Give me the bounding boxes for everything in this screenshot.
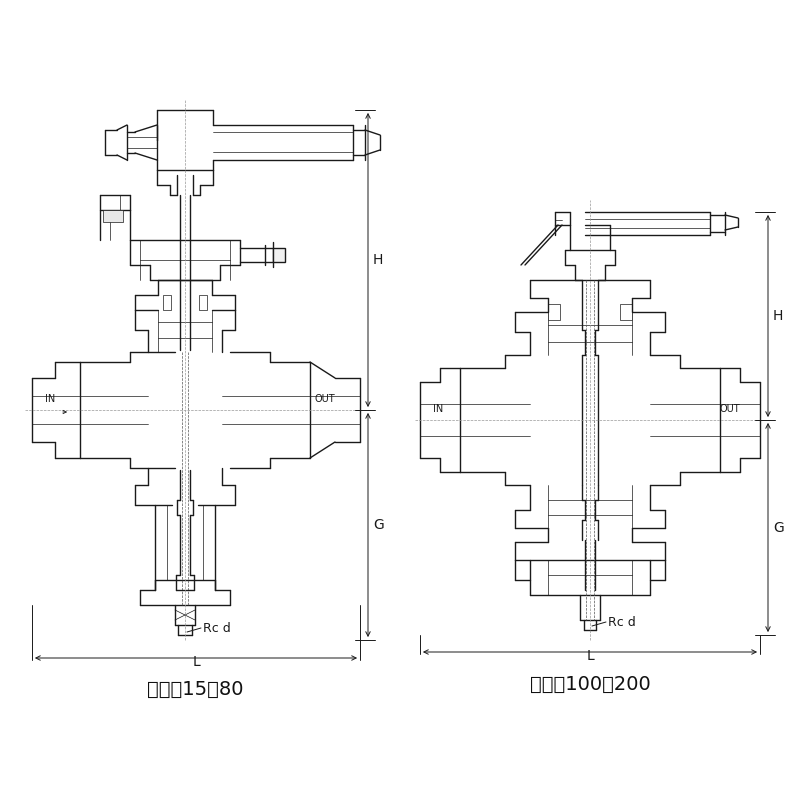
Bar xyxy=(548,304,560,320)
Text: 呼び彄15～80: 呼び彄15～80 xyxy=(146,680,243,699)
Bar xyxy=(103,210,123,222)
Bar xyxy=(199,295,207,310)
Text: Rc d: Rc d xyxy=(203,622,230,634)
Bar xyxy=(163,295,171,310)
Text: G: G xyxy=(373,518,384,532)
Bar xyxy=(620,304,632,320)
Text: OUT: OUT xyxy=(314,394,335,404)
Text: IN: IN xyxy=(45,394,55,404)
Text: Rc d: Rc d xyxy=(608,615,636,629)
Text: 呼び彄100～200: 呼び彄100～200 xyxy=(530,675,650,694)
Text: G: G xyxy=(773,521,784,534)
Text: IN: IN xyxy=(433,404,443,414)
Text: L: L xyxy=(192,655,200,669)
Bar xyxy=(273,248,285,262)
Text: H: H xyxy=(773,309,783,323)
Text: H: H xyxy=(373,253,383,267)
Text: OUT: OUT xyxy=(720,404,740,414)
Text: L: L xyxy=(586,649,594,663)
